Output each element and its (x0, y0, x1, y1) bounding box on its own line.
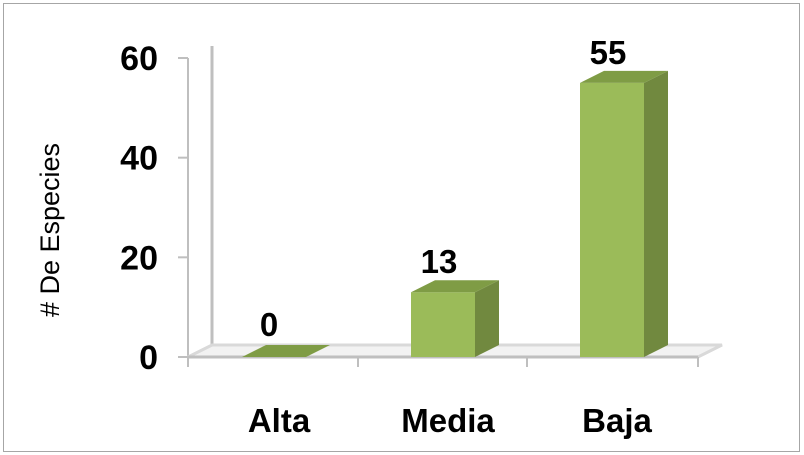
x-axis-labels: Alta Media Baja (248, 402, 653, 439)
y-axis-title: # De Especies (35, 143, 65, 317)
bars (242, 70, 668, 358)
bar-media (411, 280, 499, 357)
y-tick-label: 0 (139, 339, 158, 377)
y-tick-label: 20 (120, 239, 158, 277)
y-tick-label: 60 (120, 40, 158, 78)
data-label: 13 (421, 243, 458, 280)
data-label: 55 (590, 34, 627, 71)
x-category-label: Media (401, 402, 495, 439)
x-category-label: Alta (248, 402, 311, 439)
data-labels: 0 13 55 (260, 34, 627, 343)
bar-baja (580, 70, 668, 358)
x-category-label: Baja (582, 402, 652, 439)
bar-side (644, 70, 668, 358)
bar-front (411, 292, 475, 357)
bar-front (580, 82, 644, 358)
bar-top (411, 280, 499, 293)
bar-alta (242, 345, 330, 357)
bar-top (580, 70, 668, 83)
y-axis-ticks: 0 20 40 60 (120, 40, 188, 377)
bar-top (242, 345, 330, 357)
data-label: 0 (260, 306, 278, 343)
y-tick-label: 40 (120, 140, 158, 178)
bar-side (475, 280, 499, 357)
